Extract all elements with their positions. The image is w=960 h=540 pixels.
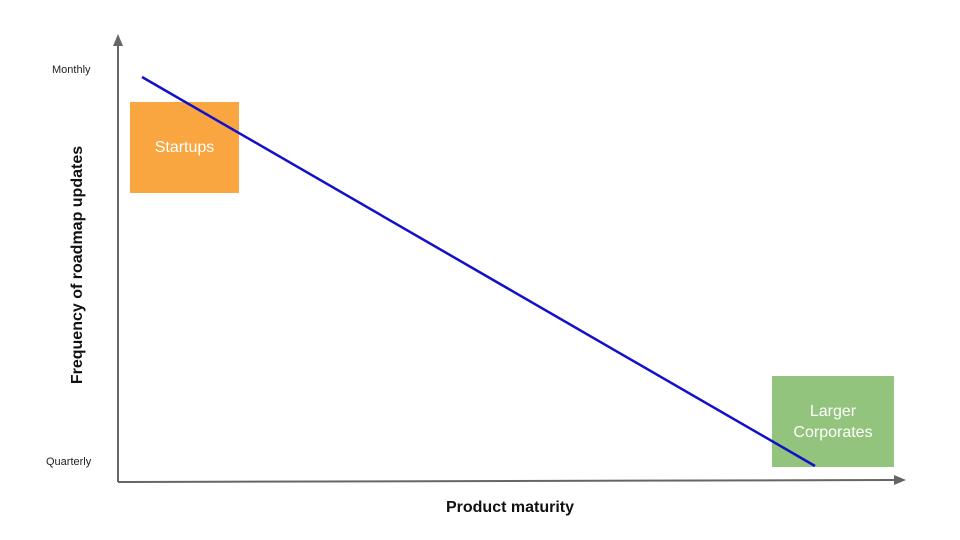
larger-corporates-label-line2: Corporates	[793, 423, 873, 441]
larger-corporates-box: Larger Corporates	[772, 376, 894, 467]
x-axis-title: Product maturity	[445, 499, 574, 516]
x-axis-arrowhead	[894, 475, 906, 485]
y-tick-monthly: Monthly	[52, 64, 91, 76]
larger-corporates-label: Larger Corporates	[793, 401, 872, 443]
larger-corporates-label-line1: Larger	[809, 402, 857, 420]
x-axis-line	[117, 479, 896, 483]
y-axis-arrowhead	[113, 34, 123, 46]
startups-label: Startups	[154, 139, 215, 156]
y-axis-title: Frequency of roadmap updates	[69, 145, 86, 385]
y-tick-quarterly: Quarterly	[46, 456, 92, 468]
startups-box: Startups	[130, 102, 239, 193]
